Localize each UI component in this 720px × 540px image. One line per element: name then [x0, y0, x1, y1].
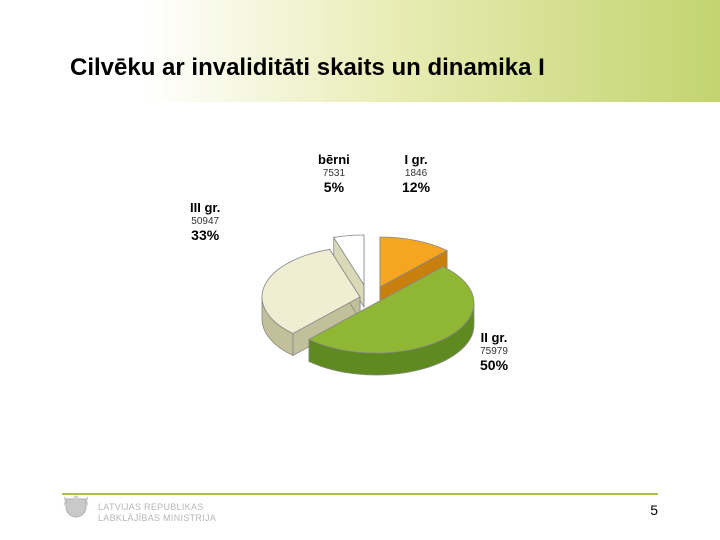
slice-category: III gr. [190, 201, 220, 216]
slice-category: bērni [318, 153, 350, 168]
slice-percent: 33% [190, 227, 220, 243]
slice-label-berni: bērni 7531 5% [318, 153, 350, 196]
slice-count: 1846 [402, 168, 430, 180]
slice-percent: 12% [402, 179, 430, 195]
footer-org-line1: LATVIJAS REPUBLIKAS [98, 502, 216, 513]
slice-label-gr3: III gr. 50947 33% [190, 201, 220, 244]
pie-chart: bērni 7531 5% I gr. 1846 12% II gr. 7597… [180, 155, 560, 415]
page-title: Cilvēku ar invaliditāti skaits un dinami… [70, 54, 545, 82]
slice-percent: 5% [318, 179, 350, 195]
page-number: 5 [650, 502, 658, 518]
slice-count: 7531 [318, 168, 350, 180]
slice-count: 50947 [190, 216, 220, 228]
slice-label-gr2: II gr. 75979 50% [480, 331, 508, 374]
slice-category: II gr. [480, 331, 508, 346]
footer-org: LATVIJAS REPUBLIKAS LABKLĀJĪBAS MINISTRI… [98, 502, 216, 524]
slice-percent: 50% [480, 357, 508, 373]
slice-count: 75979 [480, 346, 508, 358]
footer-coat-of-arms-icon [62, 495, 90, 526]
slice-label-gr1: I gr. 1846 12% [402, 153, 430, 196]
header-band [0, 0, 720, 102]
footer-divider [62, 493, 658, 495]
slice-category: I gr. [402, 153, 430, 168]
footer-org-line2: LABKLĀJĪBAS MINISTRIJA [98, 513, 216, 524]
